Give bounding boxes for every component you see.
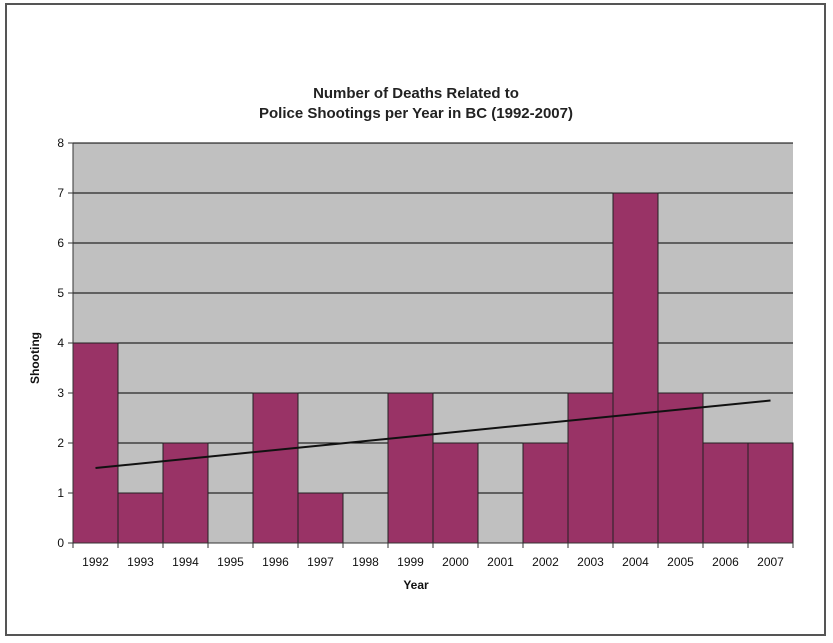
x-tick-label-1999: 1999 bbox=[397, 555, 424, 569]
y-tick-label: 7 bbox=[57, 186, 64, 200]
y-axis-title: Shooting bbox=[28, 332, 42, 384]
y-tick-label: 0 bbox=[57, 536, 64, 550]
x-tick-label-2004: 2004 bbox=[622, 555, 649, 569]
x-axis-title: Year bbox=[403, 578, 429, 592]
bar-2002 bbox=[522, 442, 569, 544]
x-tick-label-1994: 1994 bbox=[172, 555, 199, 569]
bar-2006 bbox=[702, 442, 749, 544]
chart-title-line-1: Number of Deaths Related to bbox=[313, 85, 519, 102]
bar-2004 bbox=[612, 192, 659, 544]
x-tick-label-1996: 1996 bbox=[262, 555, 289, 569]
x-tick-label-1998: 1998 bbox=[352, 555, 379, 569]
x-tick-label-1993: 1993 bbox=[127, 555, 154, 569]
x-tick-label-1992: 1992 bbox=[82, 555, 109, 569]
chart-frame: Number of Deaths Related to Police Shoot… bbox=[5, 3, 826, 636]
x-tick-label-2005: 2005 bbox=[667, 555, 694, 569]
x-tick-label-2001: 2001 bbox=[487, 555, 514, 569]
bar-2007 bbox=[747, 442, 794, 544]
y-tick-label: 3 bbox=[57, 386, 64, 400]
bar-2005 bbox=[657, 392, 704, 544]
bar-1999 bbox=[387, 392, 434, 544]
bar-1997 bbox=[297, 492, 344, 544]
y-tick-label: 6 bbox=[57, 236, 64, 250]
x-tick-label-2007: 2007 bbox=[757, 555, 784, 569]
y-tick-label: 5 bbox=[57, 286, 64, 300]
y-tick-label: 4 bbox=[57, 336, 64, 350]
bar-2000 bbox=[432, 442, 479, 544]
bar-1996 bbox=[252, 392, 299, 544]
bar-2003 bbox=[567, 392, 614, 544]
x-tick-label-2006: 2006 bbox=[712, 555, 739, 569]
y-tick-label: 8 bbox=[57, 136, 64, 150]
bar-chart: Number of Deaths Related to Police Shoot… bbox=[28, 85, 794, 592]
chart-title-line-2: Police Shootings per Year in BC (1992-20… bbox=[259, 105, 573, 122]
x-tick-label-2003: 2003 bbox=[577, 555, 604, 569]
x-tick-label-2002: 2002 bbox=[532, 555, 559, 569]
axes bbox=[68, 142, 794, 548]
x-tick-label-1997: 1997 bbox=[307, 555, 334, 569]
y-tick-label: 1 bbox=[57, 486, 64, 500]
y-tick-labels: 0 1 2 3 4 5 6 7 8 bbox=[57, 136, 64, 550]
trend-line bbox=[95, 399, 771, 469]
y-tick-label: 2 bbox=[57, 436, 64, 450]
x-tick-label-2000: 2000 bbox=[442, 555, 469, 569]
x-tick-labels: 1992 1993 1994 1995 1996 1997 1998 1999 2000 2001… bbox=[82, 555, 784, 569]
x-tick-label-1995: 1995 bbox=[217, 555, 244, 569]
bar-1992 bbox=[72, 342, 119, 544]
bar-1993 bbox=[117, 492, 164, 544]
